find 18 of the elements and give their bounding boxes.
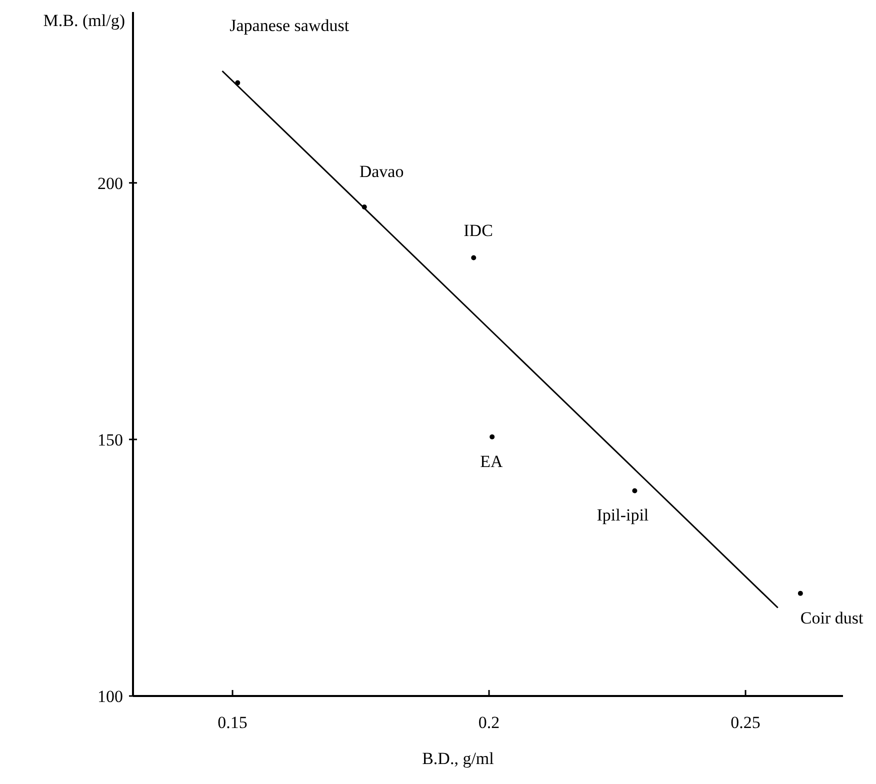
annotation: Japanese sawdust <box>230 16 350 35</box>
x-tick-label: 0.15 <box>218 713 248 732</box>
y-tick-label: 200 <box>98 174 123 193</box>
y-axis-title: M.B. (ml/g) <box>43 11 125 30</box>
x-axis-title: B.D., g/ml <box>422 749 494 768</box>
x-tick-label: 0.2 <box>478 713 500 732</box>
point <box>490 434 495 440</box>
point <box>798 590 803 596</box>
x-tick-label: 0.25 <box>730 713 760 732</box>
annotation: IDC <box>464 220 493 240</box>
point <box>471 255 476 260</box>
annotation: Ipil-ipil <box>596 506 649 525</box>
annotation: EA <box>480 452 504 471</box>
annotation: Davao <box>359 162 404 181</box>
y-tick-label: 100 <box>98 686 123 706</box>
annotation: Coir dust <box>800 608 864 628</box>
y-tick-label: 150 <box>98 430 123 450</box>
point <box>632 488 638 494</box>
